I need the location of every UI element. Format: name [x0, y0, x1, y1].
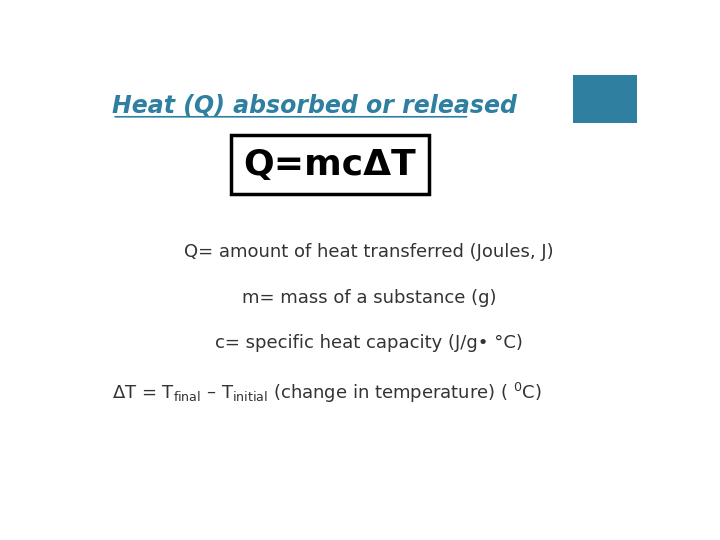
Text: m= mass of a substance (g): m= mass of a substance (g): [242, 289, 496, 307]
Text: Q=mcΔT: Q=mcΔT: [243, 147, 416, 181]
FancyBboxPatch shape: [572, 75, 637, 123]
Text: $\Delta$T = T$_{\rm final}$ – T$_{\rm initial}$ (change in temperature) ( $^0$C): $\Delta$T = T$_{\rm final}$ – T$_{\rm in…: [112, 381, 542, 406]
Text: Heat (Q) absorbed or released: Heat (Q) absorbed or released: [112, 94, 517, 118]
Text: Q= amount of heat transferred (Joules, J): Q= amount of heat transferred (Joules, J…: [184, 243, 554, 261]
Text: c= specific heat capacity (J/g• °C): c= specific heat capacity (J/g• °C): [215, 334, 523, 353]
